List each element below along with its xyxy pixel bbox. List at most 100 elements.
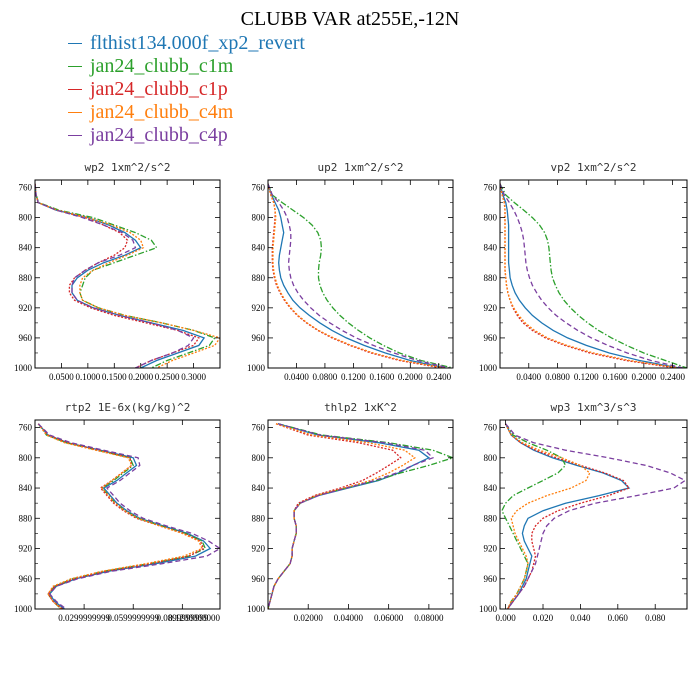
y-tick-label: 800 [484,213,498,223]
x-tick-label: 0.1000 [75,372,100,382]
x-tick-label: 0.1200 [341,372,366,382]
series-line [268,183,453,368]
y-tick-label: 840 [484,243,498,253]
series-line [268,423,416,609]
series-line [505,423,687,609]
panel-title: rtp2 1E-6x(kg/kg)^2 [65,401,191,414]
y-tick-label: 920 [252,544,266,554]
x-tick-label: 0.060 [608,613,629,623]
y-tick-label: 960 [484,574,498,584]
x-tick-label: 0.0299999999 [58,613,110,623]
series-line [268,423,453,609]
plot-frame [499,419,688,610]
legend: flthist134.000f_xp2_revert jan24_clubb_c… [68,32,305,147]
y-tick-label: 960 [19,333,33,343]
x-tick-label: 0.1200 [574,372,599,382]
y-tick-label: 760 [19,183,33,193]
y-tick-label: 800 [252,453,266,463]
series-group [268,183,453,368]
y-tick-label: 1000 [14,604,33,614]
x-tick-label: 0.02000 [294,613,324,623]
y-tick-label: 840 [252,483,266,493]
y-tick-label: 1000 [14,363,33,373]
x-tick-label: 0.3000 [181,372,206,382]
series-line [268,423,402,609]
chart-panel-1: wp2 1xm^2/s^2 760 800 840 880 920 960 1000 0.050… [14,161,221,382]
legend-label: flthist134.000f_xp2_revert [90,32,305,54]
y-tick-label: 800 [252,213,266,223]
y-tick-label: 760 [484,183,498,193]
series-line [500,183,680,368]
x-tick-label: 0.2400 [426,372,451,382]
x-tick-label: 0.06000 [374,613,404,623]
panel-title: up2 1xm^2/s^2 [317,161,403,174]
y-tick-label: 880 [484,273,498,283]
y-tick-label: 800 [19,213,33,223]
x-tick-label: 0.0899999999 [156,613,208,623]
panel-title: thlp2 1xK^2 [324,401,397,414]
series-line [505,423,631,609]
x-tick-label: 0.1500 [102,372,127,382]
series-line [268,183,443,368]
series-line [501,423,567,609]
legend-swatch [68,112,82,113]
series-line [268,183,450,368]
y-tick-label: 840 [19,243,33,253]
y-tick-label: 760 [252,183,266,193]
plot-frame [34,419,221,610]
x-tick-label: 0.0800 [313,372,338,382]
x-tick-label: 0.2400 [660,372,685,382]
series-line [500,183,684,368]
y-tick-label: 880 [19,513,33,523]
series-line [268,183,447,368]
plot-frame [34,179,221,369]
series-group [501,423,687,609]
y-tick-label: 800 [484,453,498,463]
panel-title: vp2 1xm^2/s^2 [550,161,636,174]
series-line [37,423,203,609]
x-tick-label: 0.0800 [545,372,570,382]
chart-panel-4: rtp2 1E-6x(kg/kg)^2 760 800 840 880 920 960 100… [14,401,221,623]
x-tick-label: 0.2000 [128,372,153,382]
series-line [500,183,677,368]
series-group [500,183,687,368]
y-tick-label: 1000 [479,363,498,373]
series-group [35,183,220,368]
y-tick-label: 760 [252,423,266,433]
series-line [268,423,435,609]
y-tick-label: 1000 [247,604,266,614]
legend-label: jan24_clubb_c1p [90,78,228,100]
y-tick-label: 840 [19,483,33,493]
legend-item-c1p: jan24_clubb_c1p [68,78,305,101]
x-tick-label: 0.020 [533,613,554,623]
legend-item-c1m: jan24_clubb_c1m [68,55,305,78]
y-tick-label: 920 [19,303,33,313]
chart-panel-5: thlp2 1xK^2 760 800 840 880 920 960 1000 0.02000… [247,401,454,623]
y-tick-label: 920 [252,303,266,313]
chart-panel-6: wp3 1xm^3/s^3 760 800 840 880 920 960 10000.000… [479,401,688,623]
x-tick-label: 0.08000 [414,613,444,623]
series-line [35,183,206,368]
x-tick-label: 0.1200000000 [168,613,220,623]
legend-swatch [68,135,82,136]
y-tick-label: 840 [252,243,266,253]
series-line [505,423,631,609]
series-line [35,183,216,368]
x-tick-label: 0.2000 [631,372,656,382]
series-line [505,423,591,609]
x-tick-label: 0.0400 [284,372,309,382]
y-tick-label: 880 [252,273,266,283]
legend-swatch [68,66,82,67]
y-tick-label: 1000 [247,363,266,373]
y-tick-label: 960 [484,333,498,343]
x-tick-label: 0.1600 [603,372,628,382]
x-tick-label: 0.04000 [334,613,364,623]
legend-label: jan24_clubb_c1m [90,55,234,77]
y-tick-label: 840 [484,483,498,493]
y-tick-label: 960 [252,333,266,343]
series-group [268,423,453,609]
plot-frame [267,179,454,369]
legend-item-c4m: jan24_clubb_c4m [68,101,305,124]
chart-panel-2: up2 1xm^2/s^2 760 800 840 880 920 960 1000 0.040… [247,161,454,382]
